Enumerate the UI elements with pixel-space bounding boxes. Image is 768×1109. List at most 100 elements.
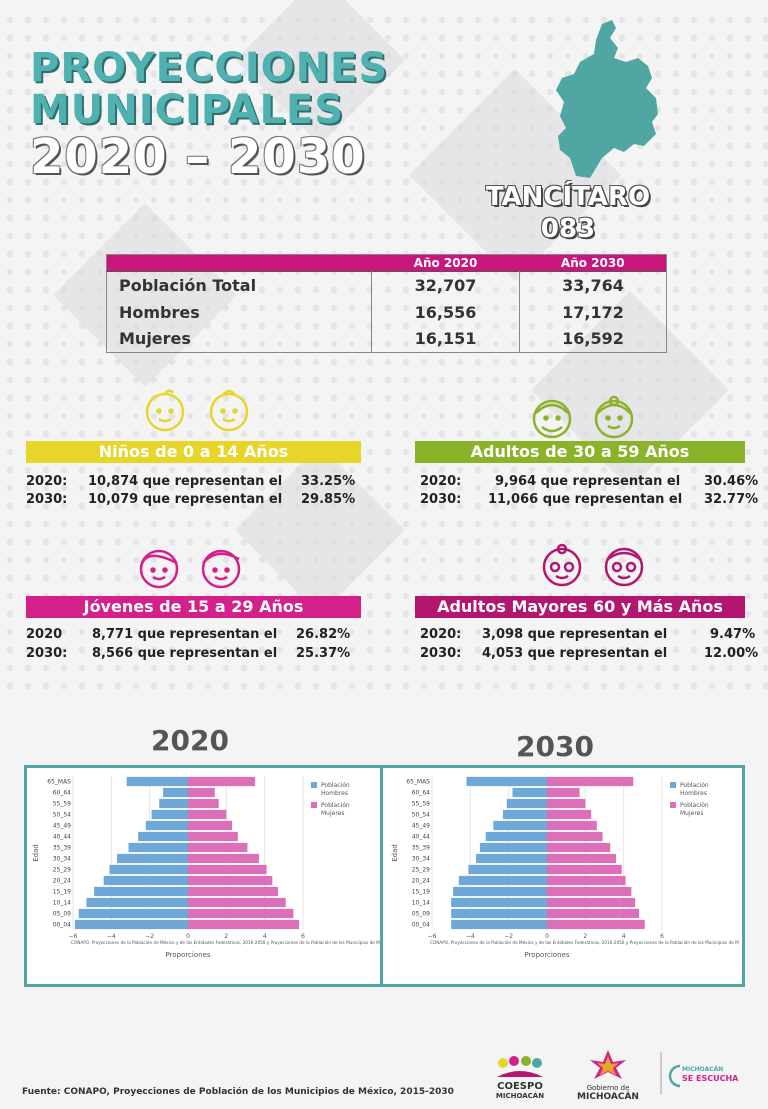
- year: 2020:: [420, 474, 462, 489]
- y-tick-label: 40_44: [412, 834, 430, 841]
- x-tick-label: −2: [145, 933, 154, 940]
- y-tick-label: 05_09: [53, 911, 71, 918]
- percent: 29.85%: [301, 492, 356, 507]
- x-tick-label: 6: [301, 933, 305, 940]
- logo-text: Gobierno de: [586, 1084, 630, 1092]
- x-tick-label: 2: [224, 933, 228, 940]
- bar-hombres: [128, 842, 188, 853]
- y-tick-label: 15_19: [412, 889, 430, 896]
- value-2020: 16,556: [371, 298, 520, 326]
- bar-hombres: [485, 831, 547, 842]
- y-tick-label: 00_04: [53, 922, 71, 929]
- elderly-icon: [542, 543, 644, 587]
- x-tick-label: −2: [504, 933, 513, 940]
- group-band-youth: Jóvenes de 15 a 29 Años: [26, 596, 361, 618]
- y-tick-label: 10_14: [53, 900, 71, 907]
- bar-mujeres: [547, 831, 603, 842]
- bar-hombres: [163, 787, 188, 798]
- bar-mujeres: [547, 875, 626, 886]
- bar-hombres: [493, 820, 547, 831]
- year: 2030:: [26, 492, 68, 507]
- y-tick-label: 65_MAS: [406, 779, 430, 786]
- y-axis-label: Edad: [32, 844, 40, 862]
- bar-mujeres: [547, 776, 634, 787]
- year: 2030:: [26, 646, 68, 661]
- logo-text: MICHOACÁN: [682, 1066, 724, 1073]
- year: 2020:: [420, 627, 462, 642]
- bar-hombres: [103, 875, 188, 886]
- population-pyramid-2030: −6 −4 −2 0 2 4 6 00_04 05_09 10_14 15_19 20_24 25_29…: [391, 776, 739, 959]
- count-text: 11,066 que representan el: [488, 492, 683, 507]
- legend-label: Mujeres: [321, 810, 345, 817]
- bar-hombres: [151, 809, 188, 820]
- year: 2030:: [420, 492, 462, 507]
- bar-hombres: [458, 875, 547, 886]
- legend-label: Población: [321, 782, 350, 789]
- percent: 12.00%: [704, 646, 759, 661]
- x-tick-label: 4: [622, 933, 626, 940]
- bar-mujeres: [547, 787, 580, 798]
- bar-hombres: [74, 919, 188, 930]
- bar-mujeres: [188, 864, 267, 875]
- bar-mujeres: [188, 908, 294, 919]
- table-header-empty: [106, 254, 372, 272]
- percent: 33.25%: [301, 474, 356, 489]
- y-tick-label: 30_34: [53, 856, 71, 863]
- municipality-map-icon: [556, 20, 658, 178]
- bar-hombres: [476, 853, 547, 864]
- source-footnote: Fuente: CONAPO, Proyecciones de Població…: [22, 1087, 454, 1097]
- bar-mujeres: [547, 908, 639, 919]
- x-tick-label: −4: [107, 933, 116, 940]
- gobierno-star-icon: [590, 1050, 626, 1079]
- source-note: CONAPO, Proyecciones de la Población de …: [71, 940, 380, 945]
- population-pyramid-2020: −6 −4 −2 0 2 4 6 00_04 05_09 10_14 15_19 20_24 25_29…: [32, 776, 380, 959]
- table-header-2020: Año 2020: [371, 254, 520, 272]
- bar-mujeres: [188, 776, 256, 787]
- bar-hombres: [94, 886, 188, 897]
- x-tick-label: 0: [545, 933, 549, 940]
- bar-mujeres: [188, 853, 259, 864]
- x-axis-label: Proporciones: [165, 951, 210, 959]
- table-row: Hombres 16,556 17,172: [106, 298, 667, 326]
- municipality-code: 083: [540, 214, 596, 244]
- value-2020: 16,151: [371, 325, 520, 353]
- row-label: Población Total: [106, 271, 372, 299]
- value-2030: 16,592: [519, 325, 667, 353]
- y-tick-label: 40_44: [53, 834, 71, 841]
- x-tick-label: 4: [263, 933, 267, 940]
- bar-hombres: [138, 831, 188, 842]
- logo-text: MICHOACÁN: [577, 1092, 639, 1102]
- municipality-name: TANCÍTARO: [485, 182, 651, 212]
- legend-swatch: [670, 782, 676, 788]
- y-tick-label: 55_59: [412, 801, 430, 808]
- value-2030: 17,172: [519, 298, 667, 326]
- bar-mujeres: [547, 842, 611, 853]
- legend-label: Población: [680, 802, 709, 809]
- bar-hombres: [451, 919, 547, 930]
- count-text: 8,566 que representan el: [92, 646, 278, 661]
- bar-hombres: [502, 809, 547, 820]
- legend-label: Hombres: [321, 790, 348, 797]
- bar-hombres: [453, 886, 547, 897]
- logo-text: COESPO: [497, 1081, 543, 1092]
- year: 2030:: [420, 646, 462, 661]
- y-tick-label: 55_59: [53, 801, 71, 808]
- legend-swatch: [311, 782, 317, 788]
- y-tick-label: 00_04: [412, 922, 430, 929]
- y-tick-label: 25_29: [53, 867, 71, 874]
- bar-hombres: [86, 897, 188, 908]
- group-band-elderly: Adultos Mayores 60 y Más Años: [415, 596, 745, 618]
- bar-hombres: [506, 798, 547, 809]
- y-tick-label: 50_54: [412, 812, 430, 819]
- bar-mujeres: [547, 864, 622, 875]
- bar-hombres: [479, 842, 547, 853]
- percent: 30.46%: [704, 474, 759, 489]
- bar-mujeres: [188, 897, 286, 908]
- youth-icon: [139, 549, 241, 589]
- y-tick-label: 35_39: [53, 845, 71, 852]
- title-line-2: MUNICIPALES: [30, 87, 345, 133]
- year: 2020:: [26, 474, 68, 489]
- y-tick-label: 25_29: [412, 867, 430, 874]
- logo-divider: [660, 1052, 662, 1094]
- count-text: 10,874 que representan el: [88, 474, 283, 489]
